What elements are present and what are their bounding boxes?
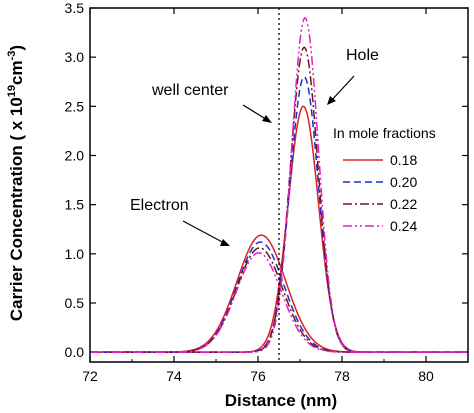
y-tick-label: 2.0 [65,148,85,164]
electron-arrowhead [220,239,230,246]
hole-arrowhead [327,96,336,105]
y-axis-title: Carrier Concentration ( x 1019cm-3) [6,45,26,321]
legend-label: 0.22 [390,196,417,212]
x-tick-label: 72 [82,368,98,384]
electron-label: Electron [130,197,189,214]
legend-label: 0.24 [390,218,417,234]
electron-curve-0-24 [90,252,468,353]
hole-arrow [329,75,355,103]
y-tick-label: 0.5 [65,295,85,311]
y-tick-label: 1.5 [65,197,85,213]
legend-title: In mole fractions [333,125,436,141]
well-center-label: well center [151,82,229,99]
legend: In mole fractions 0.18 0.20 0.22 0.24 [333,125,436,234]
y-tick-label: 2.5 [65,98,85,114]
x-tick-label: 80 [418,368,434,384]
y-tick-label: 3.0 [65,49,85,65]
hole-label: Hole [346,47,379,64]
hole-curve-0-24 [90,16,468,353]
legend-label: 0.18 [390,152,417,168]
y-tick-label: 1.0 [65,246,85,262]
axis-ticks: 72 74 76 78 80 0.0 0.5 1.0 1.5 2.0 2.5 3.0 3.5 [65,0,469,384]
series-lines [90,16,468,353]
y-tick-label: 3.5 [65,0,85,16]
legend-label: 0.20 [390,174,417,190]
y-tick-label: 0.0 [65,344,85,360]
x-tick-label: 78 [334,368,350,384]
well-center-arrowhead [262,115,272,123]
x-axis-title: Distance (nm) [225,391,337,410]
x-tick-label: 76 [250,368,266,384]
electron-arrow [182,220,227,245]
x-tick-label: 74 [166,368,182,384]
